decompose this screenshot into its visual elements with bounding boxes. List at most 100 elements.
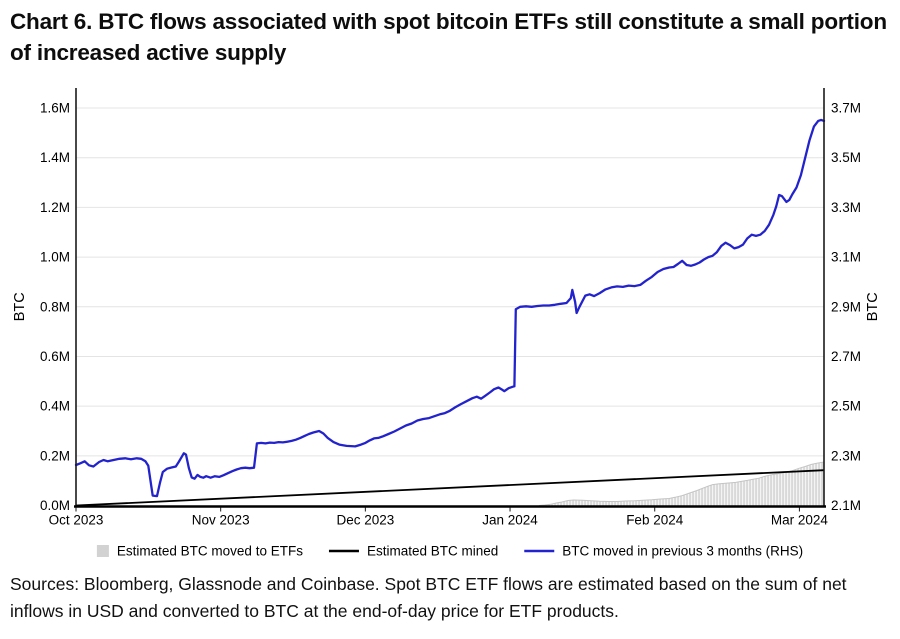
etf-flow-bar [632,500,635,506]
etf-flow-bar [776,474,779,506]
etf-flow-bar [704,487,707,506]
y-axis-tick-label-right: 2.5M [831,399,861,414]
etf-flow-bar [662,499,665,506]
etf-flow-bar [752,479,755,506]
series-line-btc-mined [75,469,825,507]
etf-flow-bar [578,500,581,506]
legend-label: BTC moved in previous 3 months (RHS) [562,544,803,559]
etf-flow-bar [653,499,656,506]
etf-flow-bar [671,498,674,506]
y-axis-tick-label-right: 2.3M [831,448,861,463]
y-axis-tick-label-left: 1.4M [40,150,70,165]
etf-flow-bar [635,500,638,506]
etf-flow-bar [617,501,620,506]
series-line-btc-moved-3m [74,118,826,498]
etf-flow-bar [791,471,794,506]
etf-flow-bar [620,501,623,506]
etf-flow-bar [743,481,746,506]
etf-flow-bar [698,490,701,506]
y-axis-tick-label-left: 0.4M [40,399,70,414]
etf-flow-bar [779,473,782,506]
etf-flow-bar [821,462,824,506]
etf-flow-bar [647,500,650,506]
chart-canvas: 0.0M 0.2M 0.4M 0.6M 0.8M 1.0M 1.2M 1.4M 1.6M 2.1M… [12,88,881,559]
x-axis-tick-label: Nov 2023 [192,513,250,528]
etf-flow-bar [587,500,590,506]
y-axis-tick-label-right: 2.1M [831,498,861,513]
y-axis-tick-label-right: 3.7M [831,101,861,116]
etf-flow-bar [692,492,695,506]
etf-flow-bar [710,485,713,506]
etf-flow-bar [644,500,647,506]
etf-flow-bar [782,472,785,506]
etf-flow-bar [725,483,728,506]
y-axis-tick-label-left: 1.2M [40,200,70,215]
legend-item: BTC moved in previous 3 months (RHS) [524,544,803,559]
etf-flow-bar [608,501,611,506]
etf-flow-bar [572,500,575,506]
etf-flow-bar [569,500,572,506]
y-axis-tick-label-right: 2.7M [831,349,861,364]
etf-flow-bar [677,496,680,506]
series-area-etf-flows [545,462,824,506]
x-axis-tick-label: Oct 2023 [49,513,104,528]
etf-flow-bar [695,491,698,506]
etf-flow-bar [749,480,752,506]
x-axis-tick-label: Feb 2024 [626,513,684,528]
etf-flow-bar [758,478,761,506]
right-axis-title: BTC [865,292,881,321]
etf-flow-bar [803,467,806,506]
etf-flow-bar [770,475,773,506]
etf-flow-bar [785,472,788,506]
etf-flow-bar [581,500,584,506]
etf-flow-bar [812,464,815,506]
etf-flow-bar [707,486,710,506]
etf-flow-bar [818,463,821,506]
etf-flow-bar [737,482,740,506]
legend-swatch-square [96,545,109,557]
etf-flow-bar [551,504,554,506]
x-axis-tick-label: Mar 2024 [771,513,829,528]
etf-flow-bar [593,500,596,506]
y-axis-tick-label-right: 3.1M [831,250,861,265]
left-axis-title: BTC [12,292,28,321]
etf-flow-bar [809,465,812,506]
x-axis-tick-label: Jan 2024 [482,513,538,528]
etf-flow-bar [764,476,767,506]
etf-flow-bar [650,499,653,506]
etf-flow-bar [602,501,605,506]
etf-flow-bar [599,501,602,506]
x-axis-tick-label: Dec 2023 [336,513,394,528]
etf-flow-bar [590,500,593,506]
etf-flow-bar [623,501,626,506]
chart-title: Chart 6. BTC flows associated with spot … [10,9,887,66]
legend: Estimated BTC moved to ETFs Estimated BTC… [96,544,803,559]
etf-flow-bar [794,470,797,506]
etf-flow-bar [806,466,809,506]
etf-flow-bar [686,494,689,506]
y-axis-tick-label-left: 0.8M [40,299,70,314]
etf-flow-bar [560,502,563,506]
etf-flow-bar [767,475,770,506]
etf-flow-bar [548,504,551,506]
legend-label: Estimated BTC moved to ETFs [117,544,303,559]
etf-flow-bar [740,481,743,506]
etf-flow-bar [575,500,578,506]
etf-flow-bar [731,482,734,506]
etf-flow-bar [584,500,587,506]
etf-flow-bar [557,502,560,506]
etf-flow-bar [659,499,662,506]
y-axis-tick-label-right: 3.3M [831,200,861,215]
y-axis-tick-label-left: 0.0M [40,498,70,513]
etf-flow-bar [788,471,791,506]
etf-flow-bar [665,498,668,506]
etf-flow-bar [629,500,632,506]
etf-flow-bar [683,495,686,506]
etf-flow-bar [680,496,683,506]
etf-flow-bar [563,501,566,506]
etf-flow-bar [755,478,758,506]
etf-flow-bar [689,493,692,506]
etf-flow-bar [596,501,599,506]
y-axis-tick-label-left: 1.6M [40,101,70,116]
etf-flow-bar [734,482,737,506]
